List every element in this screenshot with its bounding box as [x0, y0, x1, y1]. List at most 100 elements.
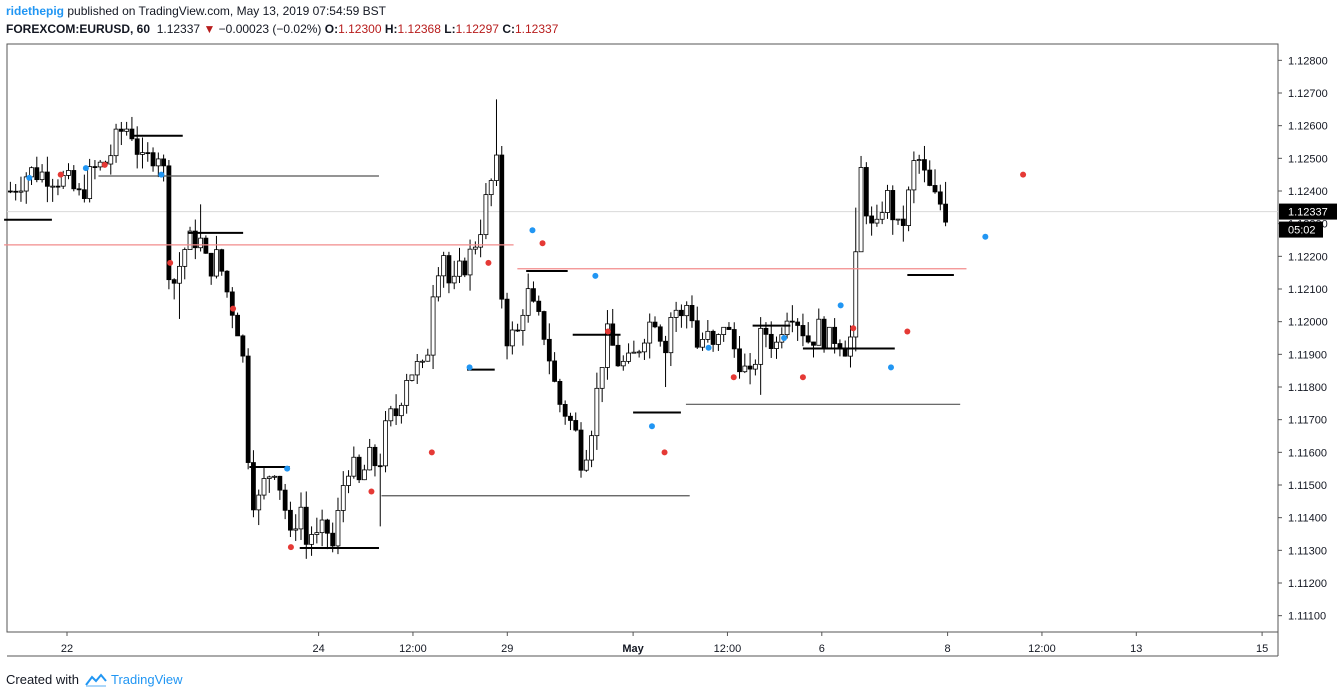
candle-body	[636, 351, 642, 354]
red-signal-dot	[904, 328, 911, 335]
candle-body	[272, 475, 277, 478]
y-tick-label: 1.12800	[1288, 55, 1328, 67]
blue-signal-dot	[648, 423, 655, 430]
candle-body	[39, 171, 45, 181]
candle-body	[356, 456, 362, 481]
candle-body	[277, 475, 283, 491]
candle-body	[76, 188, 82, 191]
candle-body	[853, 251, 859, 338]
candle-body	[752, 363, 758, 370]
candle-body	[346, 475, 351, 486]
candle-body	[742, 365, 748, 373]
candle-body	[668, 317, 674, 354]
candle-body	[409, 374, 415, 381]
candle-body	[520, 314, 526, 331]
candle-body	[689, 305, 695, 322]
blue-signal-dot	[982, 233, 989, 240]
y-tick-label: 1.11500	[1288, 480, 1327, 492]
candle-body	[97, 161, 103, 168]
candle-body	[710, 330, 716, 345]
candle-body	[451, 275, 457, 284]
tradingview-brand[interactable]: TradingView	[110, 672, 183, 687]
candle-body	[351, 456, 357, 477]
candle-body	[615, 344, 621, 367]
plot-area	[6, 43, 1279, 633]
candle-body	[758, 327, 764, 365]
red-signal-dot	[287, 544, 294, 551]
candle-body	[319, 519, 325, 534]
x-tick-label: 12:00	[714, 643, 742, 655]
candle-body	[383, 420, 388, 467]
y-tick-label: 1.12200	[1288, 251, 1328, 263]
candle-body	[504, 298, 510, 347]
candle-body	[377, 465, 383, 468]
y-tick-label: 1.11900	[1288, 349, 1327, 361]
candle-body	[251, 462, 256, 511]
candle-body	[663, 340, 668, 354]
tradingview-logo-icon	[85, 672, 107, 687]
y-tick-label: 1.11800	[1288, 382, 1327, 394]
candle-body	[906, 189, 912, 226]
blue-signal-dot	[529, 227, 536, 234]
red-signal-dot	[485, 259, 492, 266]
author-name[interactable]: ridethepig	[6, 4, 65, 18]
candle-body	[171, 279, 177, 284]
candle-body	[499, 154, 505, 300]
candle-body	[330, 532, 336, 547]
candle-body	[932, 185, 938, 193]
y-tick-label: 1.12700	[1288, 88, 1328, 100]
red-signal-dot	[167, 259, 174, 266]
blue-signal-dot	[592, 272, 599, 279]
candle-body	[890, 190, 896, 221]
candle-body	[23, 176, 29, 192]
candle-body	[388, 408, 394, 422]
x-tick-label: 22	[61, 643, 73, 655]
y-tick-label: 1.11400	[1288, 513, 1327, 525]
candle-body	[800, 325, 806, 337]
candle-body	[583, 459, 589, 471]
candle-body	[673, 309, 679, 318]
candle-body	[113, 128, 119, 157]
high-label: H:	[384, 22, 398, 36]
x-tick-label: 13	[1130, 643, 1142, 655]
candle-body	[372, 446, 378, 467]
close-label: C:	[502, 22, 515, 36]
candle-body	[726, 326, 732, 330]
candle-body	[737, 348, 742, 373]
candle-body	[340, 485, 346, 511]
last-price: 1.12337	[156, 22, 201, 36]
candle-body	[916, 159, 922, 162]
candle-body	[647, 321, 653, 344]
candle-body	[266, 476, 272, 479]
candle-body	[229, 291, 235, 316]
candle-body	[155, 158, 161, 167]
candle-body	[224, 270, 230, 293]
high-value: 1.12368	[397, 22, 441, 36]
candle-body	[700, 339, 705, 348]
red-signal-dot	[101, 161, 108, 168]
blue-signal-dot	[158, 171, 165, 178]
candle-body	[118, 128, 124, 132]
candle-body	[594, 387, 600, 437]
candle-body	[467, 248, 473, 276]
candle-body	[92, 166, 98, 168]
candle-body	[811, 341, 816, 346]
candle-body	[515, 329, 521, 332]
candle-body	[430, 296, 436, 356]
red-signal-dot	[1020, 171, 1027, 178]
candle-body	[747, 365, 753, 370]
candle-body	[140, 152, 145, 155]
candle-body	[642, 342, 647, 353]
candle-body	[763, 327, 769, 335]
blue-signal-dot	[781, 335, 788, 341]
candle-body	[774, 341, 779, 349]
candle-body	[361, 469, 367, 481]
chart-attribution: ridethepig published on TradingView.com,…	[6, 4, 386, 18]
candle-body	[309, 534, 314, 545]
low-label: L:	[444, 22, 456, 36]
blue-signal-dot	[466, 364, 473, 371]
candle-body	[789, 320, 795, 323]
candle-body	[842, 348, 848, 357]
candle-body	[87, 166, 93, 199]
